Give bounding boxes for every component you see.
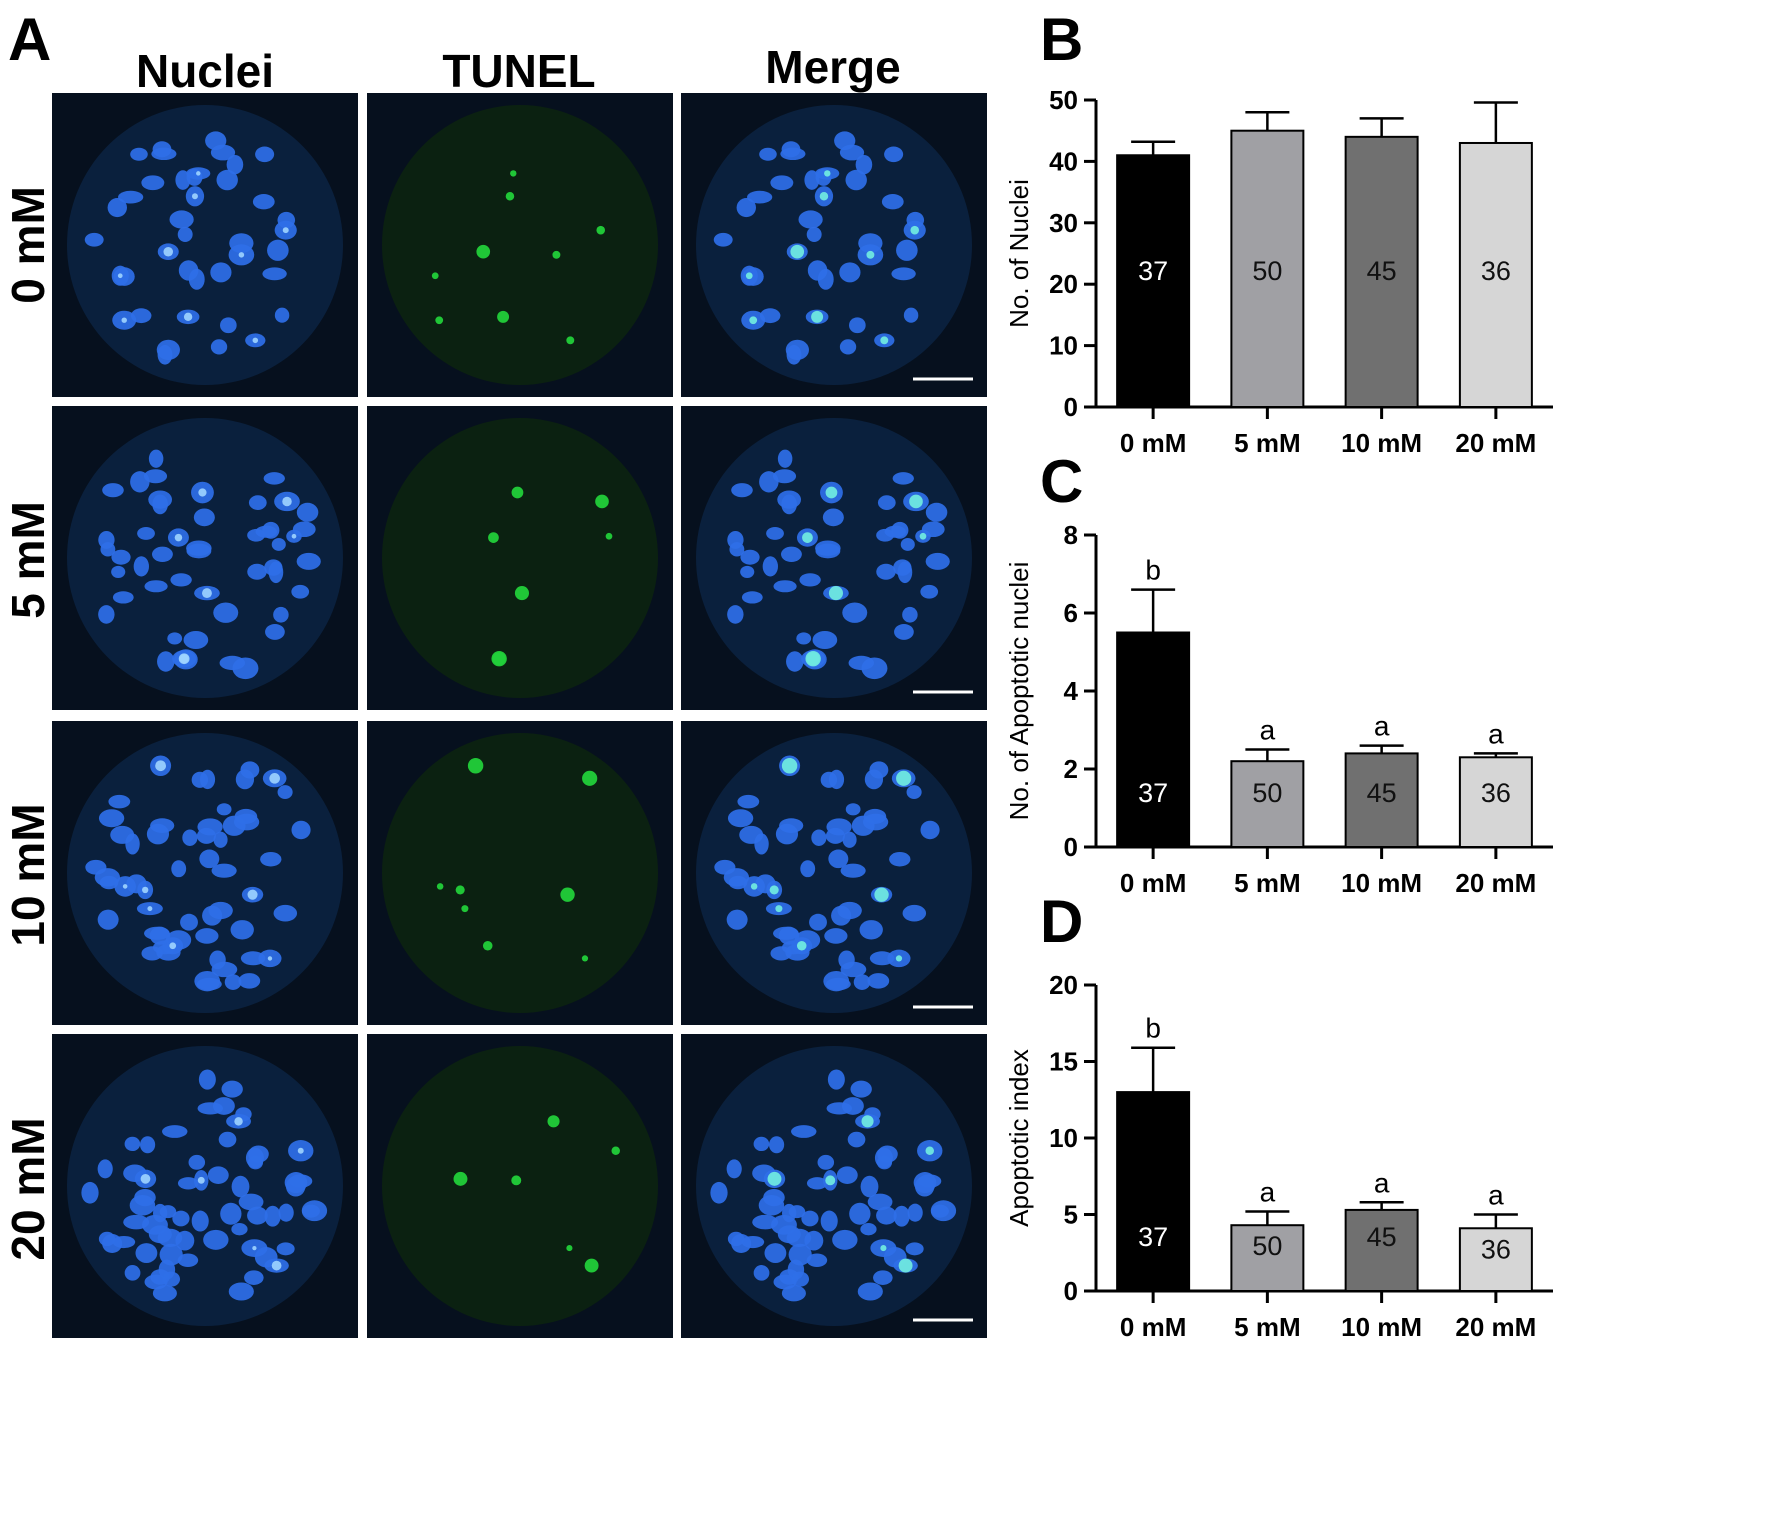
significance-letter: a [1488,718,1504,749]
significance-letter: a [1260,1176,1276,1207]
x-tick-label: 0 mM [1120,868,1186,898]
column-title-merge: Merge [765,41,901,93]
significance-letter: b [1145,555,1161,586]
bar-n-label: 50 [1252,256,1282,286]
y-tick-label: 6 [1064,598,1078,628]
chart-apoptotic-nuclei: 0 2 4 6 8 No. of Apoptotic nuclei 37 b 0 mM 50 a 5 … [1004,520,1553,898]
bar-n-label: 36 [1481,778,1511,808]
y-tick-label: 2 [1064,754,1078,784]
y-tick-label: 50 [1049,85,1078,115]
micrograph-merge-0mm [681,93,987,397]
micrograph-nuclei-0mm [52,93,358,397]
bar-5mm [1230,1224,1305,1292]
bar-10mm [1344,752,1419,848]
bar-20mm [1458,141,1533,408]
x-tick-label: 20 mM [1455,868,1536,898]
bar-n-label: 45 [1367,1222,1397,1252]
column-title-nuclei: Nuclei [135,45,275,97]
bar-n-label: 36 [1481,256,1511,286]
y-tick-label: 0 [1064,1276,1078,1306]
significance-letter: a [1260,715,1276,746]
micrograph-tunel-0mm [367,93,673,397]
x-tick-label: 5 mM [1234,1312,1300,1342]
y-tick-label: 5 [1064,1200,1078,1230]
micrograph-tunel-20mm [367,1034,673,1338]
micrograph-nuclei-20mm [52,1034,358,1338]
bar-0mm [1116,154,1191,409]
x-tick-label: 20 mM [1455,1312,1536,1342]
x-tick-label: 20 mM [1455,428,1536,458]
x-tick-label: 0 mM [1120,1312,1186,1342]
bar-n-label: 50 [1252,1231,1282,1261]
bar-n-label: 36 [1481,1234,1511,1264]
bar-10mm [1344,1208,1419,1292]
micrograph-tunel-5mm [367,406,673,710]
y-tick-label: 15 [1049,1047,1078,1077]
significance-letter: a [1374,1167,1390,1198]
row-label-10mM: 10 mM [2,803,54,947]
significance-letter: a [1488,1180,1504,1211]
y-tick-label: 0 [1064,832,1078,862]
y-tick-label: 20 [1049,970,1078,1000]
chart-nuclei-count: 0 10 20 30 40 50 No. of Nuclei 37 0 mM 50 5 mM 45 10… [1004,85,1553,458]
bar-5mm [1230,760,1305,848]
bar-n-label: 45 [1367,256,1397,286]
x-tick-label: 10 mM [1341,1312,1422,1342]
micrograph-merge-5mm [681,406,987,710]
x-tick-label: 10 mM [1341,428,1422,458]
y-tick-label: 20 [1049,269,1078,299]
bar-0mm [1116,1091,1191,1292]
micrograph-merge-20mm [681,1034,987,1338]
panel-label-c: C [1040,448,1084,515]
y-tick-label: 0 [1064,392,1078,422]
row-label-0mM: 0 mM [2,186,54,304]
panel-label-b: B [1040,6,1084,73]
x-tick-label: 0 mM [1120,428,1186,458]
micrograph-merge-10mm [681,721,987,1025]
bar-20mm [1458,756,1533,848]
y-tick-label: 10 [1049,1123,1078,1153]
y-tick-label: 40 [1049,146,1078,176]
x-tick-label: 5 mM [1234,868,1300,898]
panel-label-a: A [8,6,52,73]
y-tick-label: 10 [1049,331,1078,361]
bar-0mm [1116,631,1191,848]
micrograph-nuclei-5mm [52,406,358,710]
x-tick-label: 5 mM [1234,428,1300,458]
panel-label-d: D [1040,888,1084,955]
micrograph-tunel-10mm [367,721,673,1025]
significance-letter: b [1145,1013,1161,1044]
y-tick-label: 4 [1064,676,1079,706]
y-tick-label: 8 [1064,520,1078,550]
bar-20mm [1458,1227,1533,1292]
bar-n-label: 45 [1367,778,1397,808]
chart-apoptotic-index: 0 5 10 15 20 Apoptotic index 37 b 0 mM 50 a 5 mM 45 a… [1004,970,1553,1342]
micrograph-nuclei-10mm [52,721,358,1025]
y-axis-label: No. of Nuclei [1004,179,1034,328]
x-tick-label: 10 mM [1341,868,1422,898]
row-label-5mM: 5 mM [2,501,54,619]
y-axis-label: No. of Apoptotic nuclei [1004,562,1034,821]
bar-n-label: 37 [1138,1222,1168,1252]
y-tick-label: 30 [1049,208,1078,238]
column-title-tunel: TUNEL [442,45,596,97]
row-label-20mM: 20 mM [2,1117,54,1261]
bar-n-label: 50 [1252,778,1282,808]
y-axis-label: Apoptotic index [1004,1049,1034,1227]
bar-n-label: 37 [1138,778,1168,808]
bar-10mm [1344,135,1419,409]
bar-n-label: 37 [1138,256,1168,286]
significance-letter: a [1374,711,1390,742]
